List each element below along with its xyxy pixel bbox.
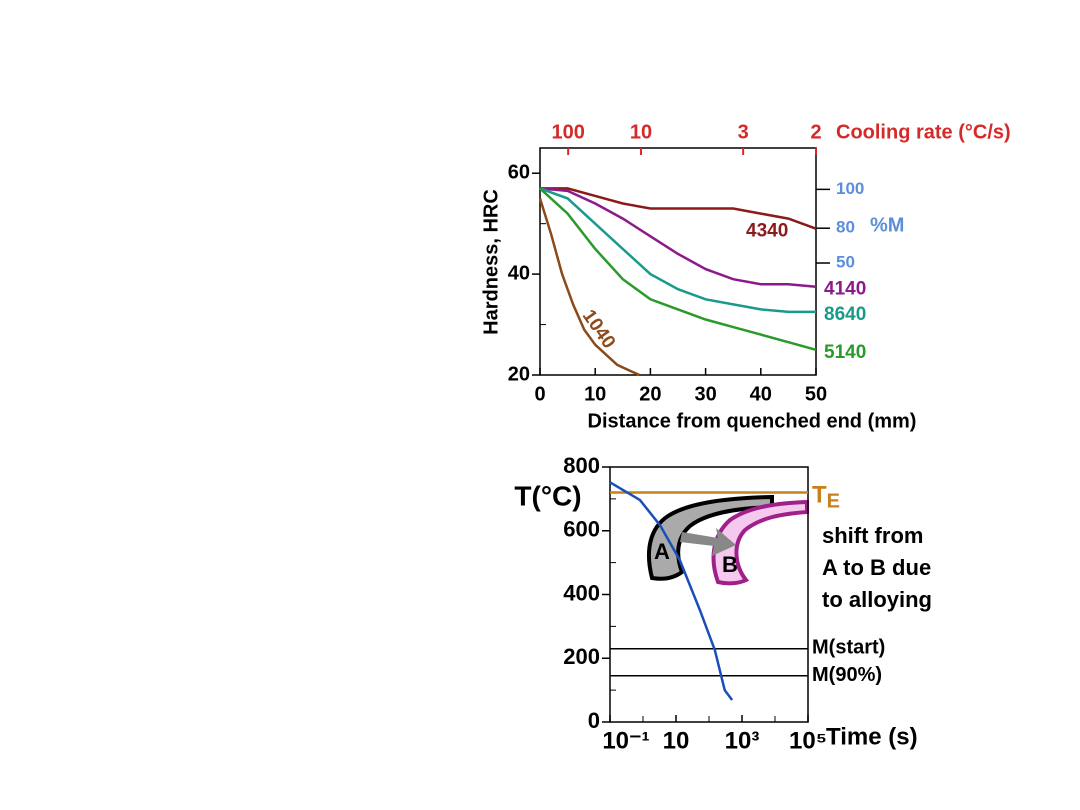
top-tick-label: 3 [738, 121, 749, 143]
x-axis-label: Distance from quenched end (mm) [588, 410, 917, 432]
x-tick-label: 10 [663, 727, 690, 754]
y-tick-label: 40 [508, 262, 530, 284]
y-tick-label: 20 [508, 363, 530, 385]
reference-label-sub: E [827, 491, 840, 513]
series-label: 4140 [824, 279, 866, 300]
y-tick-label: 200 [563, 644, 600, 669]
series-label: 8640 [824, 304, 866, 325]
annotation: to alloying [822, 587, 932, 612]
series-line [539, 187, 817, 352]
right-axis-label: %M [870, 214, 904, 236]
series-line [538, 198, 640, 377]
x-tick-label: 10 [584, 383, 606, 405]
series-line [609, 481, 734, 701]
right-tick-label: 50 [836, 252, 855, 271]
series-label: 4340 [746, 221, 788, 242]
y-tick-label: 60 [508, 162, 530, 184]
x-tick-label: 10³ [725, 727, 760, 754]
region-b [711, 499, 809, 586]
reference-label-main: T [812, 482, 827, 509]
x-tick-label: 10⁻¹ [602, 727, 649, 754]
y-axis-label: Hardness, HRC [480, 189, 502, 335]
region-a [647, 494, 774, 581]
reference-label-main: M(90%) [812, 664, 882, 686]
x-tick-label: 30 [694, 383, 716, 405]
y-tick-label: 400 [563, 580, 600, 605]
region-label: B [722, 552, 738, 577]
y-tick-label: 600 [563, 517, 600, 542]
region-label: A [654, 539, 670, 564]
reference-label: M(90%) [812, 664, 882, 686]
reference-label: TE [812, 482, 840, 513]
x-tick-label: 20 [639, 383, 661, 405]
annotation: shift from [822, 523, 923, 548]
x-tick-label: 40 [750, 383, 772, 405]
series-line [539, 187, 816, 314]
plot-frame [539, 147, 817, 376]
right-tick-label: 80 [836, 218, 855, 237]
x-tick-label: 0 [534, 383, 545, 405]
series-line [539, 187, 817, 288]
top-tick-label: 10 [630, 121, 652, 143]
x-tick-label: 10⁵ [789, 727, 827, 754]
top-axis-label: Cooling rate (°C/s) [836, 121, 1011, 143]
right-tick-label: 100 [836, 179, 864, 198]
x-tick-label: 50 [805, 383, 827, 405]
annotation: A to B due [822, 555, 931, 580]
top-tick-label: 100 [551, 121, 584, 143]
y-axis-label: T(°C) [514, 480, 581, 511]
top-tick-label: 2 [810, 121, 821, 143]
y-tick-label: 800 [563, 453, 600, 478]
y-tick-label: 0 [588, 708, 600, 733]
series-label: 5140 [824, 342, 866, 363]
shift-arrow [680, 528, 736, 556]
x-axis-label: Time (s) [826, 723, 918, 750]
reference-label: M(start) [812, 637, 885, 659]
reference-label-main: M(start) [812, 637, 885, 659]
series-line [540, 187, 817, 230]
